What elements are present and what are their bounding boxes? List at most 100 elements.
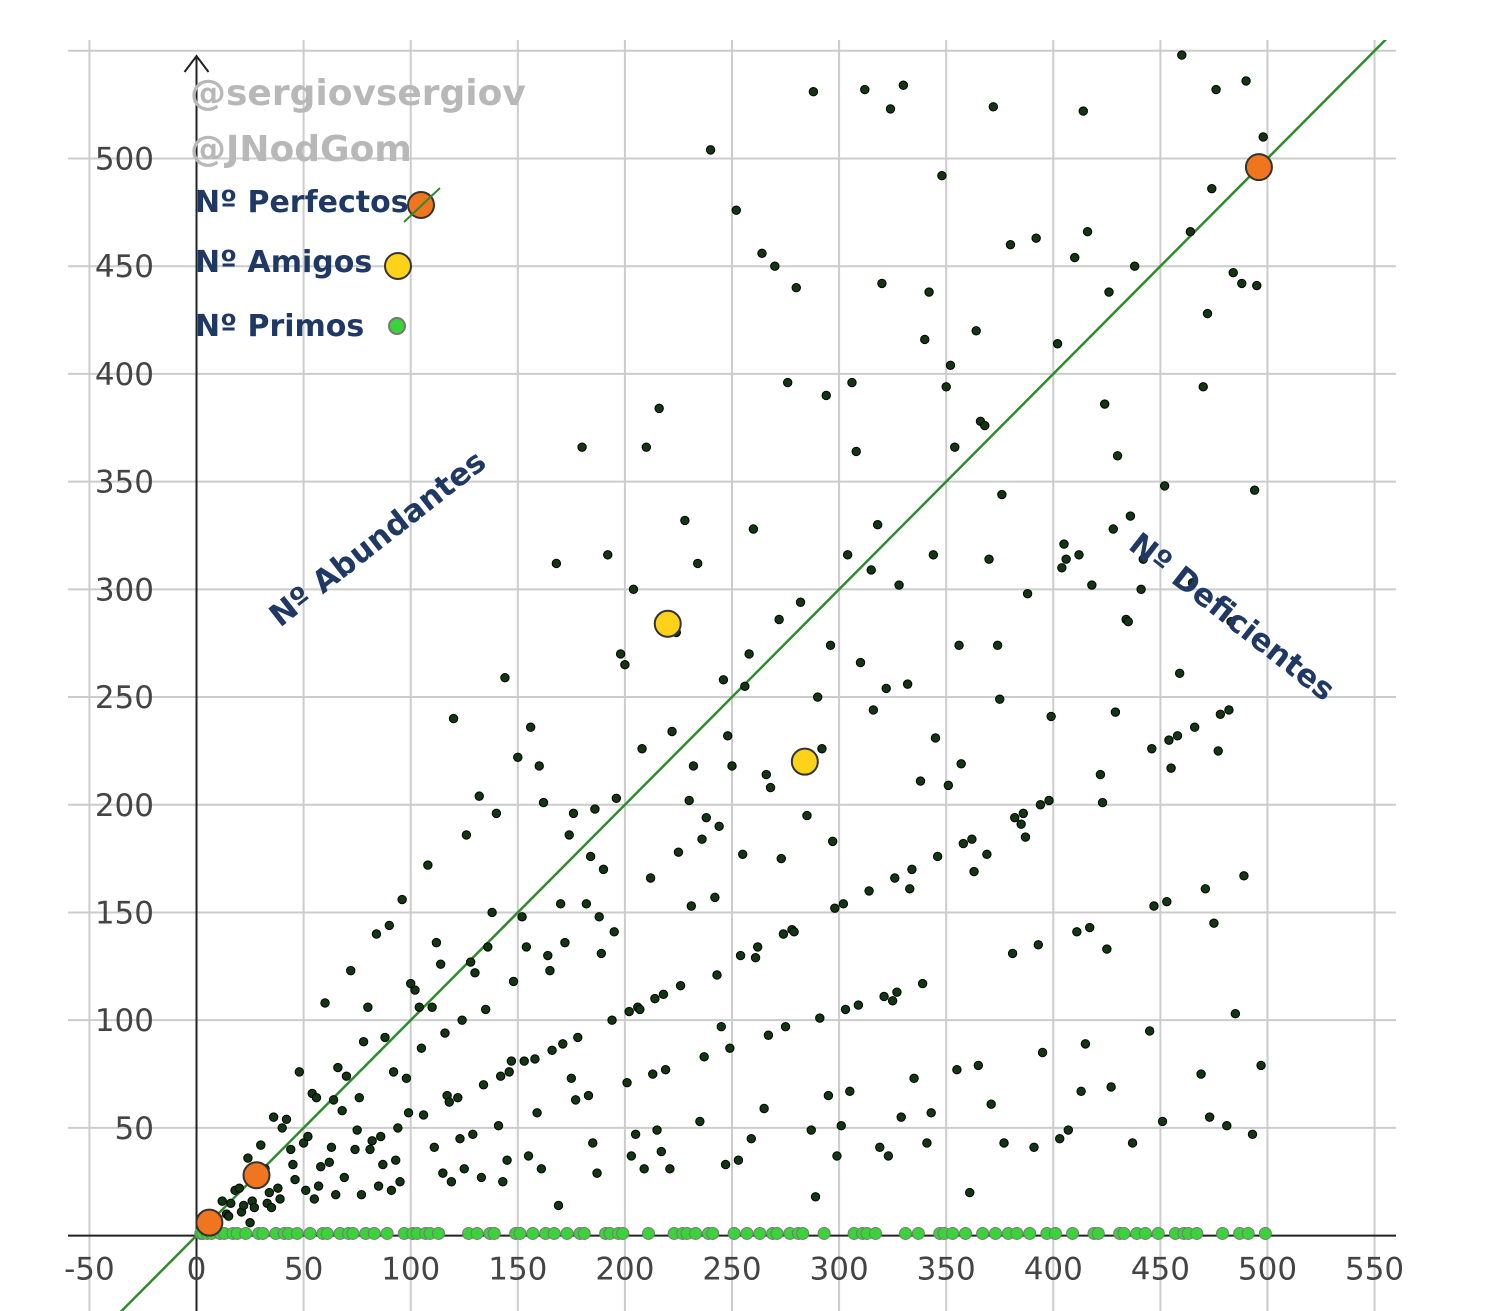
number-point — [774, 614, 784, 625]
number-point — [459, 1164, 469, 1174]
number-point — [598, 864, 609, 875]
number-point — [566, 1073, 577, 1084]
number-point — [491, 808, 502, 819]
number-point — [504, 1067, 514, 1077]
number-point — [273, 1183, 283, 1193]
number-point — [735, 950, 746, 961]
number-point — [620, 660, 630, 670]
number-point — [238, 1200, 249, 1211]
number-point — [699, 1052, 709, 1062]
number-point — [943, 780, 954, 791]
number-point — [1213, 746, 1223, 756]
number-point — [789, 927, 799, 937]
grid-lines — [68, 40, 1396, 1311]
number-point — [570, 1095, 581, 1105]
number-point — [1010, 812, 1020, 823]
number-point — [551, 558, 562, 569]
number-point — [547, 1045, 557, 1056]
number-point — [705, 145, 716, 155]
number-point — [1252, 280, 1262, 291]
number-point — [872, 520, 883, 530]
number-point — [808, 87, 819, 97]
number-point — [847, 377, 857, 388]
number-point — [536, 1164, 547, 1174]
prime-point — [1151, 1226, 1165, 1240]
number-point — [493, 1121, 504, 1131]
number-point — [301, 1185, 311, 1196]
number-point — [446, 1177, 457, 1187]
number-point — [917, 978, 928, 989]
number-point — [626, 1151, 637, 1161]
number-point — [352, 1125, 362, 1135]
prime-point — [320, 1226, 334, 1240]
number-point — [217, 1196, 227, 1206]
number-point — [926, 1108, 936, 1118]
prime-point — [1258, 1226, 1272, 1240]
x-tick-label: 150 — [488, 1252, 547, 1288]
number-point — [256, 1140, 266, 1150]
prime-point — [976, 1226, 990, 1240]
number-point — [1159, 481, 1170, 491]
prime-point — [1091, 1226, 1105, 1240]
perfect-point — [1244, 153, 1273, 182]
number-point — [1138, 554, 1148, 564]
number-point — [1057, 563, 1067, 573]
y-tick-label: 200 — [95, 788, 154, 824]
number-point — [1018, 808, 1029, 819]
number-point — [590, 804, 600, 814]
number-point — [615, 649, 626, 659]
number-point — [341, 1071, 352, 1081]
number-point — [845, 1086, 855, 1096]
number-point — [594, 912, 604, 922]
number-point — [1256, 1060, 1266, 1071]
number-point — [356, 1189, 367, 1200]
number-point — [641, 442, 652, 452]
number-point — [309, 1194, 320, 1204]
number-point — [290, 1174, 300, 1185]
number-point — [838, 899, 849, 909]
number-point — [1102, 944, 1112, 954]
y-tick-label: 50 — [115, 1111, 154, 1147]
number-point — [958, 838, 969, 849]
legend-label-amicable: Nº Amigos — [195, 245, 372, 280]
number-point — [1078, 106, 1088, 116]
number-point — [1106, 1082, 1116, 1092]
number-point — [710, 892, 720, 903]
number-point — [881, 683, 891, 694]
number-point — [316, 1161, 326, 1172]
number-point — [532, 1108, 542, 1118]
number-point — [223, 1211, 234, 1221]
number-point — [997, 489, 1007, 500]
number-point — [1258, 132, 1268, 142]
number-point — [380, 1032, 390, 1043]
number-point — [585, 851, 596, 862]
number-point — [909, 1073, 919, 1084]
number-point — [924, 287, 934, 297]
number-point — [457, 1015, 467, 1025]
number-point — [648, 1069, 658, 1079]
number-point — [1112, 451, 1123, 461]
number-point — [1198, 382, 1208, 392]
number-point — [1095, 769, 1106, 780]
number-point — [1241, 76, 1251, 86]
number-point — [1076, 1086, 1086, 1096]
number-point — [1200, 884, 1211, 894]
prime-point — [367, 1226, 381, 1240]
number-point — [298, 1138, 309, 1148]
number-point — [519, 1056, 529, 1066]
number-point — [645, 873, 656, 883]
number-point — [778, 929, 789, 939]
number-point — [725, 1043, 735, 1053]
number-point — [759, 1103, 769, 1114]
number-point — [896, 1112, 906, 1122]
prime-point — [1216, 1226, 1230, 1240]
number-point — [815, 1013, 825, 1023]
number-point — [1152, 8, 1160, 16]
number-point — [980, 420, 990, 431]
number-point — [712, 970, 722, 980]
number-point — [782, 377, 793, 388]
number-point — [761, 769, 771, 780]
number-point — [750, 953, 761, 963]
number-point — [922, 1138, 932, 1148]
